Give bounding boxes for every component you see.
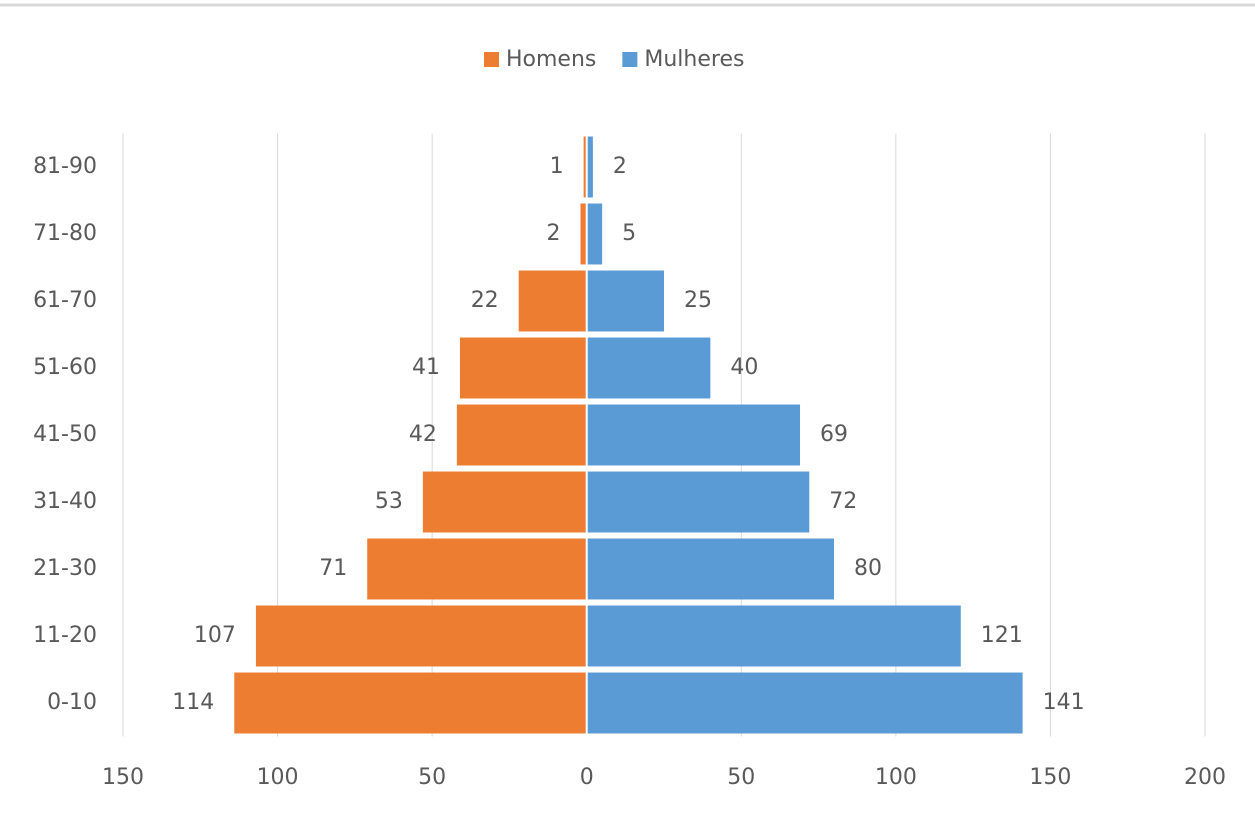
data-label: 121: [981, 623, 1023, 648]
bar: [586, 672, 1023, 734]
bar: [518, 270, 587, 332]
x-tick-label: 100: [257, 765, 299, 790]
x-tick-label: 200: [1184, 765, 1226, 790]
data-label: 80: [854, 556, 882, 581]
bar: [583, 136, 587, 198]
data-label: 2: [613, 154, 627, 179]
bar: [459, 337, 587, 399]
data-label: 114: [172, 690, 214, 715]
x-tick-label: 150: [102, 765, 144, 790]
bar: [367, 538, 587, 600]
y-tick-label: 51-60: [33, 355, 97, 380]
bar: [586, 404, 801, 466]
legend-label: Homens: [506, 47, 596, 72]
data-label: 107: [194, 623, 236, 648]
y-tick-label: 21-30: [33, 556, 97, 581]
bar: [586, 471, 810, 533]
y-tick-label: 41-50: [33, 422, 97, 447]
data-label: 41: [412, 355, 440, 380]
bar: [586, 270, 664, 332]
bar: [586, 605, 961, 667]
data-label: 71: [319, 556, 347, 581]
bar: [422, 471, 587, 533]
data-label: 72: [829, 489, 857, 514]
y-tick-label: 81-90: [33, 154, 97, 179]
data-label: 69: [820, 422, 848, 447]
x-tick-label: 50: [727, 765, 755, 790]
y-tick-label: 31-40: [33, 489, 97, 514]
data-label: 5: [622, 221, 636, 246]
bar: [456, 404, 587, 466]
y-tick-label: 11-20: [33, 623, 97, 648]
bar: [234, 672, 587, 734]
x-tick-label: 0: [580, 765, 594, 790]
y-tick-label: 71-80: [33, 221, 97, 246]
y-tick-label: 0-10: [47, 690, 97, 715]
legend-label: Mulheres: [644, 47, 744, 72]
data-label: 25: [684, 288, 712, 313]
bar: [586, 136, 593, 198]
data-label: 53: [375, 489, 403, 514]
data-label: 1: [550, 154, 564, 179]
data-label: 40: [730, 355, 758, 380]
y-tick-label: 61-70: [33, 288, 97, 313]
data-label: 141: [1043, 690, 1085, 715]
x-tick-label: 100: [875, 765, 917, 790]
data-label: 2: [547, 221, 561, 246]
legend-swatch: [484, 52, 499, 67]
bar: [586, 538, 835, 600]
bar: [586, 203, 603, 265]
bar: [586, 337, 711, 399]
bar: [580, 203, 587, 265]
legend-swatch: [622, 52, 638, 67]
data-label: 42: [409, 422, 437, 447]
x-tick-label: 150: [1029, 765, 1071, 790]
data-label: 22: [471, 288, 499, 313]
bar: [255, 605, 587, 667]
x-tick-label: 50: [418, 765, 446, 790]
